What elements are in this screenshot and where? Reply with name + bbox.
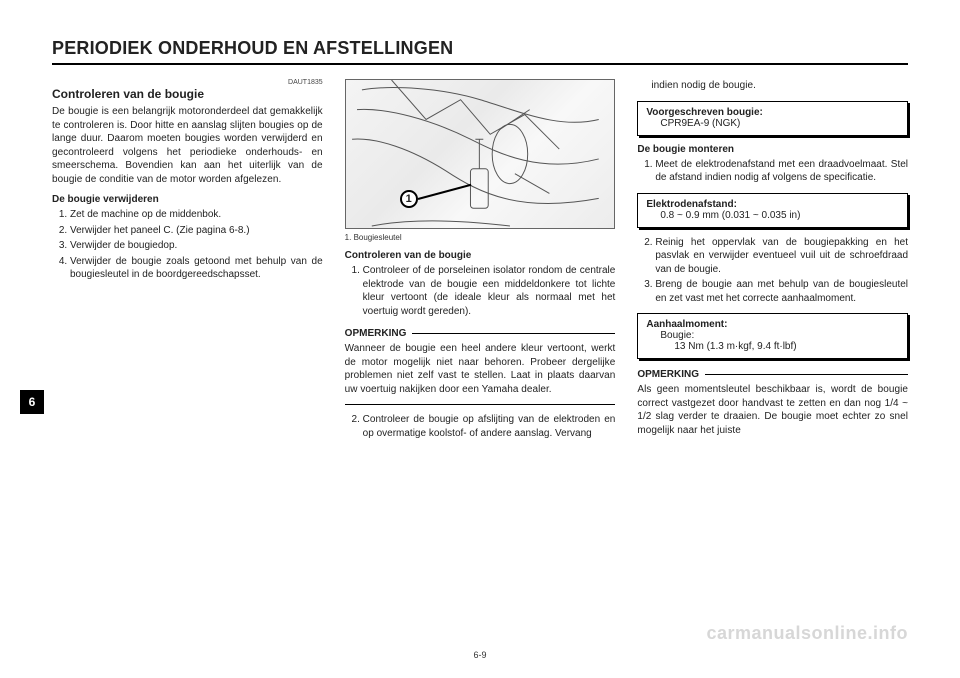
step-item: Reinig het oppervlak van de bougiepakkin… — [655, 236, 908, 277]
note-rule — [705, 374, 908, 375]
step-item: Breng de bougie aan met behulp van de bo… — [655, 278, 908, 305]
content-columns: DAUT1835 Controleren van de bougie De bo… — [52, 79, 908, 448]
column-2: 1 1. Bougiesleutel Controleren van de bo… — [345, 79, 616, 448]
note-label: OPMERKING — [345, 328, 407, 339]
column-3: indien nodig de bougie. Voorgeschreven b… — [637, 79, 908, 448]
step-item: Zet de machine op de middenbok. — [70, 208, 323, 222]
spec-label: Voorgeschreven bougie: — [646, 107, 899, 118]
note-body: Wanneer de bougie een heel andere kleur … — [345, 342, 616, 396]
subhead-remove: De bougie verwijderen — [52, 194, 323, 205]
step-item: Meet de elektrodenafstand met een draadv… — [655, 158, 908, 185]
step-item: Verwijder het paneel C. (Zie pagina 6-8.… — [70, 224, 323, 238]
page-title: PERIODIEK ONDERHOUD EN AFSTELLINGEN — [52, 38, 908, 59]
section-tab-number: 6 — [29, 395, 36, 409]
note-heading: OPMERKING — [637, 369, 908, 380]
spec-box-torque: Aanhaalmoment: Bougie: 13 Nm (1.3 m·kgf,… — [637, 313, 908, 359]
subhead-install: De bougie monteren — [637, 144, 908, 155]
step-item: Verwijder de bougiedop. — [70, 239, 323, 253]
figure-spark-plug-wrench: 1 — [345, 79, 616, 229]
spec-box-gap: Elektrodenafstand: 0.8 ~ 0.9 mm (0.031 ~… — [637, 193, 908, 228]
doc-id: DAUT1835 — [52, 79, 323, 86]
section-title: Controleren van de bougie — [52, 87, 323, 101]
note-rule — [412, 333, 615, 334]
step-item: Verwijder de bougie zoals getoond met be… — [70, 255, 323, 282]
subhead-check: Controleren van de bougie — [345, 250, 616, 261]
spec-value: 0.8 ~ 0.9 mm (0.031 ~ 0.035 in) — [646, 210, 899, 221]
column-1: DAUT1835 Controleren van de bougie De bo… — [52, 79, 323, 448]
page-header: PERIODIEK ONDERHOUD EN AFSTELLINGEN — [52, 38, 908, 65]
continuation-line: indien nodig de bougie. — [637, 79, 908, 93]
steps-check-1: Controleer of de porseleinen isolator ro… — [345, 264, 616, 318]
step-item: Controleer of de porseleinen isolator ro… — [363, 264, 616, 318]
spec-label: Elektrodenafstand: — [646, 199, 899, 210]
steps-check-2: Controleer de bougie op afslijting van d… — [345, 413, 616, 440]
note-label: OPMERKING — [637, 369, 699, 380]
note-heading: OPMERKING — [345, 328, 616, 339]
section-tab: 6 — [20, 390, 44, 414]
figure-illustration — [346, 80, 615, 228]
spec-value: 13 Nm (1.3 m·kgf, 9.4 ft·lbf) — [646, 341, 899, 352]
intro-paragraph: De bougie is een belangrijk motoronderde… — [52, 105, 323, 186]
steps-install-2: Reinig het oppervlak van de bougiepakkin… — [637, 236, 908, 306]
spec-label: Aanhaalmoment: — [646, 319, 899, 330]
spec-box-plug: Voorgeschreven bougie: CPR9EA-9 (NGK) — [637, 101, 908, 136]
note-body: Als geen momentsleutel beschikbaar is, w… — [637, 383, 908, 437]
spec-sub: Bougie: — [646, 330, 899, 341]
figure-caption: 1. Bougiesleutel — [345, 233, 616, 242]
page-number: 6-9 — [473, 650, 486, 660]
note-end-rule — [345, 404, 616, 405]
figure-callout-number: 1 — [400, 190, 418, 208]
page: 6 PERIODIEK ONDERHOUD EN AFSTELLINGEN DA… — [0, 0, 960, 678]
spec-value: CPR9EA-9 (NGK) — [646, 118, 899, 129]
steps-install-1: Meet de elektrodenafstand met een draadv… — [637, 158, 908, 185]
watermark: carmanualsonline.info — [706, 623, 908, 644]
step-item: Controleer de bougie op afslijting van d… — [363, 413, 616, 440]
steps-remove: Zet de machine op de middenbok. Verwijde… — [52, 208, 323, 282]
